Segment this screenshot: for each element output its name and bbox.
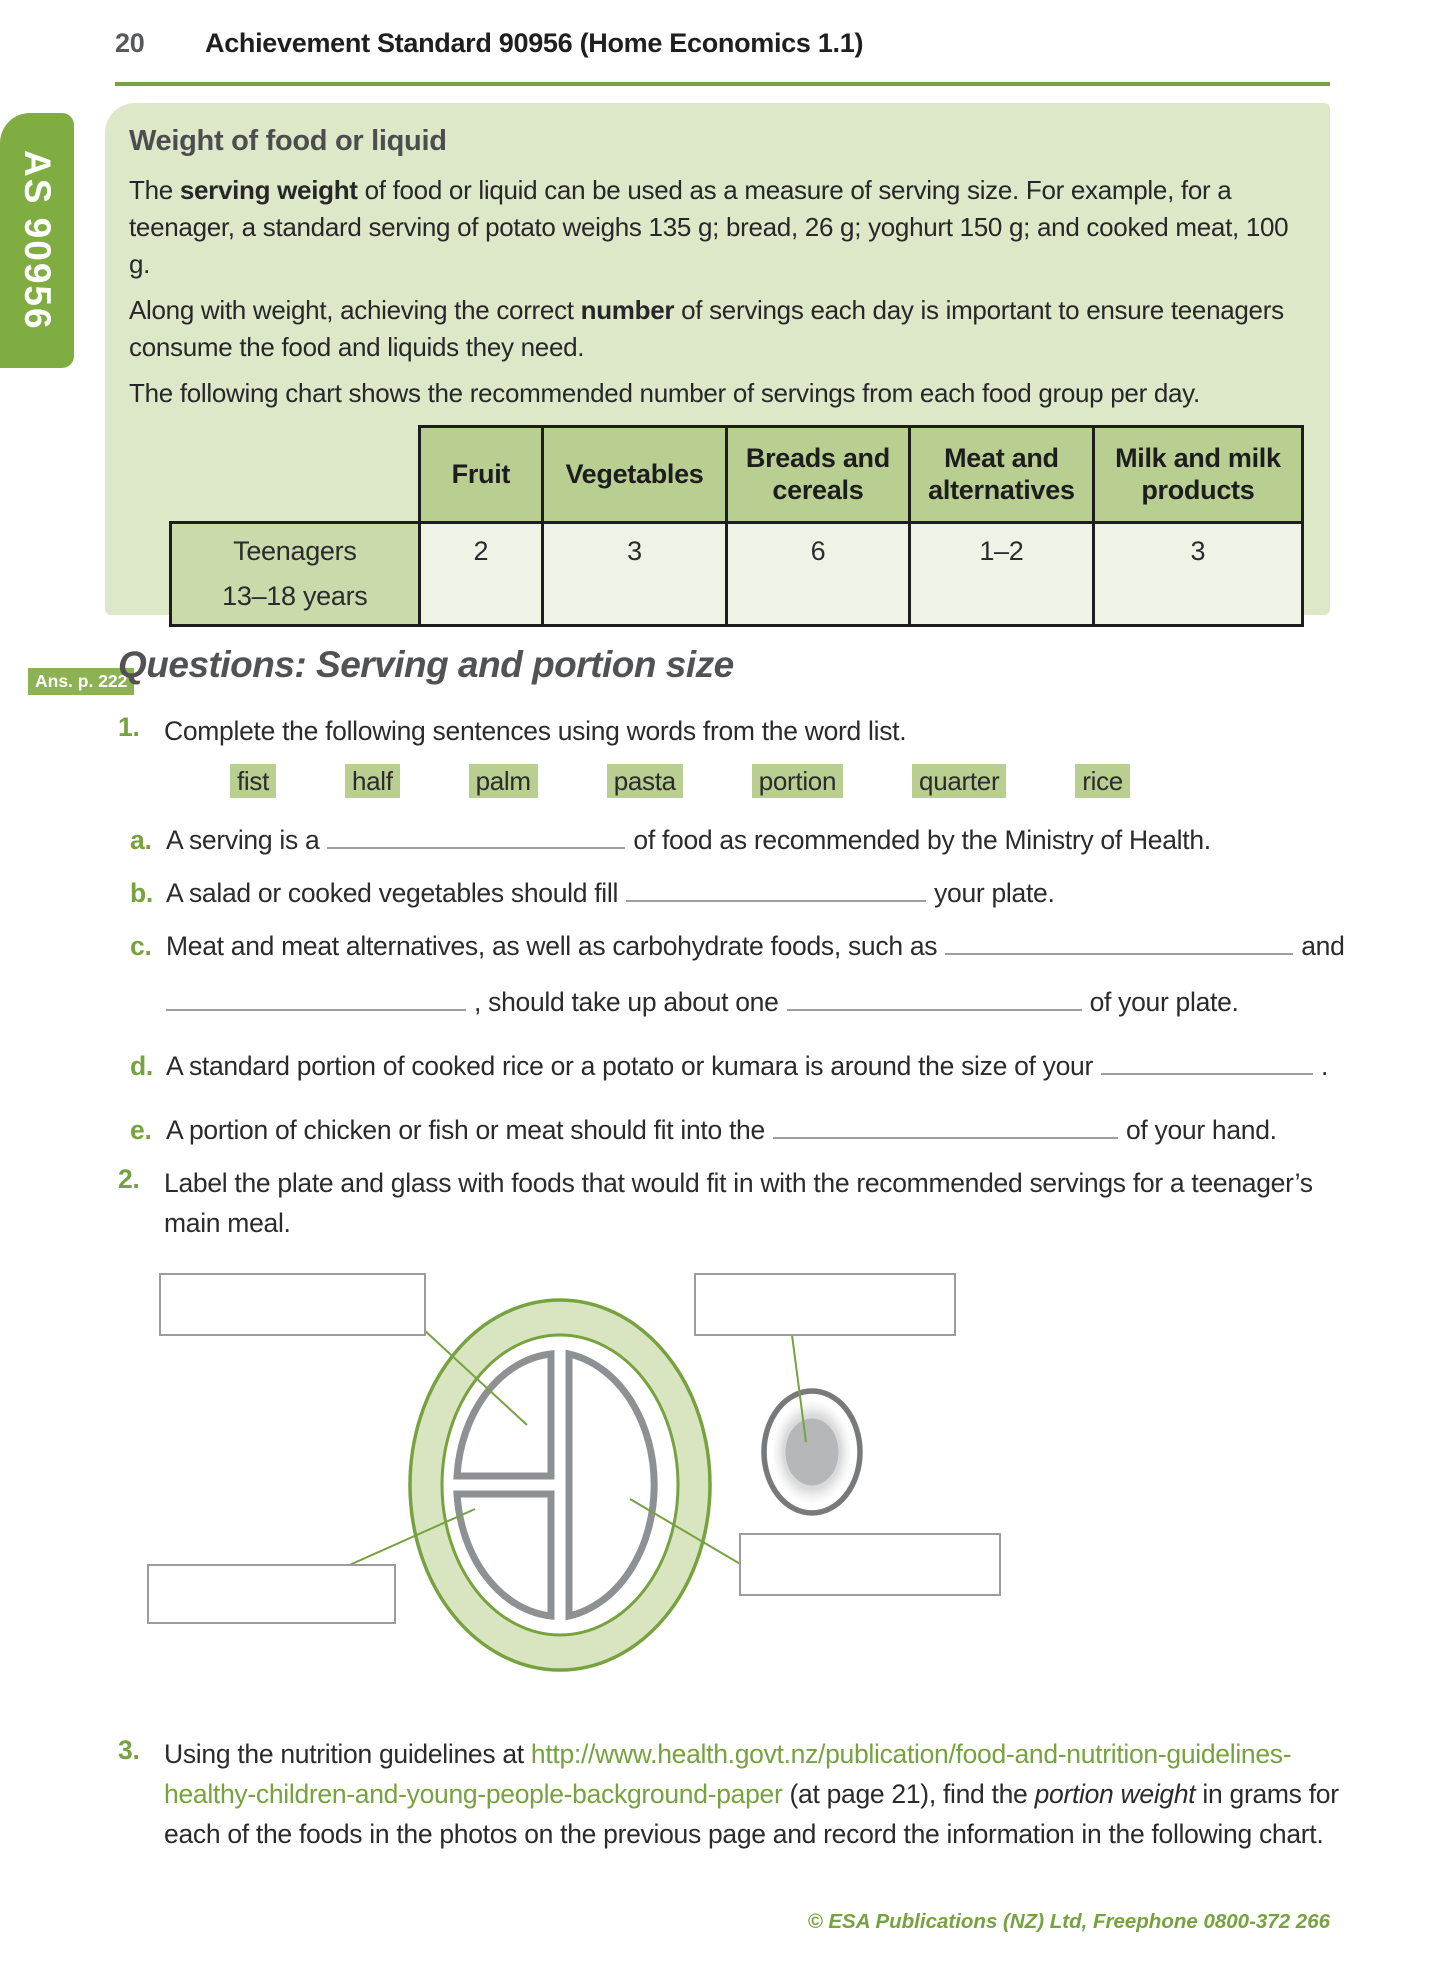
panel-paragraph-2: Along with weight, achieving the correct…: [129, 294, 1284, 362]
publisher-footer: © ESA Publications (NZ) Ltd, Freephone 0…: [807, 1910, 1330, 1933]
sentence-c-label: c.: [130, 930, 152, 961]
panel-paragraph-3: The following chart shows the recommende…: [129, 377, 1200, 408]
plate-section-top-left-quarter: [453, 1350, 555, 1480]
sentence-d: d. A standard portion of cooked rice or a…: [130, 1046, 1445, 1086]
value-fruit: 2: [417, 521, 545, 628]
sentence-d-label: d.: [130, 1050, 153, 1081]
plate-and-glass-diagram: [0, 1257, 1445, 1709]
value-milk: 3: [1091, 521, 1305, 628]
blank-c2[interactable]: [166, 984, 466, 1011]
question-1: 1. Complete the following sentences usin…: [118, 712, 1445, 752]
sentence-e: e. A portion of chicken or fish or meat s…: [130, 1110, 1445, 1150]
question-1-text: Complete the following sentences using w…: [164, 716, 907, 746]
col-header-milk: Milk and milk products: [1091, 425, 1305, 525]
questions-title: Questions: Serving and portion size: [118, 644, 734, 685]
answers-page-badge: Ans. p. 222: [28, 668, 135, 695]
standard-side-tab: AS 90956: [0, 113, 74, 368]
col-header-breads: Breads and cereals: [724, 425, 912, 525]
blank-e[interactable]: [772, 1112, 1118, 1139]
col-header-meat: Meat and alternatives: [908, 425, 1095, 525]
plate-section-right-half: [565, 1349, 658, 1621]
value-meat: 1–2: [908, 521, 1095, 628]
sentence-b: b. A salad or cooked vegetables should fi…: [130, 873, 1445, 913]
label-box-top-left[interactable]: [159, 1273, 426, 1337]
blank-a[interactable]: [327, 822, 626, 849]
question-2-number: 2.: [118, 1163, 140, 1194]
nutrition-guidelines-link[interactable]: http://www.health.govt.nz/publication/fo…: [164, 1739, 1292, 1809]
word-half: half: [344, 763, 400, 798]
plate-section-bottom-left-quarter: [453, 1490, 555, 1621]
sentence-c-line2: , should take up about one of your plate.: [166, 982, 1445, 1022]
info-panel: Weight of food or liquid The serving wei…: [105, 103, 1330, 628]
table-corner-empty: [171, 427, 420, 523]
label-box-right-half[interactable]: [739, 1533, 1001, 1597]
blank-d[interactable]: [1101, 1048, 1313, 1075]
word-palm: palm: [468, 763, 538, 798]
question-2: 2. Label the plate and glass with foods …: [118, 1164, 1445, 1244]
question-3-text: Using the nutrition guidelines at http:/…: [164, 1739, 1339, 1849]
col-header-vegetables: Vegetables: [541, 425, 728, 525]
sentence-a: a. A serving is a of food as recommended b…: [130, 820, 1445, 860]
servings-table: Fruit Vegetables Breads and cereals Meat…: [169, 425, 1305, 628]
question-3-number: 3.: [118, 1735, 140, 1766]
servings-header-row: Fruit Vegetables Breads and cereals Meat…: [171, 425, 1305, 525]
page-number: 20: [115, 28, 145, 58]
word-list: fist half palm pasta portion quarter ric…: [230, 763, 1130, 798]
sentence-b-label: b.: [130, 877, 153, 908]
word-rice: rice: [1075, 763, 1130, 798]
sentence-c-line1: c. Meat and meat alternatives, as well as…: [130, 926, 1445, 966]
glass-liquid: [782, 1415, 842, 1489]
leader-line-glass: [791, 1335, 807, 1443]
blank-c3[interactable]: [786, 984, 1082, 1011]
value-vegetables: 3: [541, 521, 728, 628]
word-fist: fist: [230, 763, 277, 798]
label-box-bottom-left[interactable]: [147, 1564, 396, 1625]
question-2-text: Label the plate and glass with foods tha…: [164, 1167, 1313, 1238]
header-rule: [115, 82, 1330, 86]
questions-section: Ans. p. 222 Questions: Serving and porti…: [0, 642, 1445, 1855]
sentence-a-label: a.: [130, 824, 152, 855]
word-portion: portion: [751, 763, 844, 798]
label-box-glass[interactable]: [694, 1273, 956, 1337]
questions-heading-row: Ans. p. 222 Questions: Serving and porti…: [0, 642, 1445, 704]
italic-portion-weight: portion weight: [1034, 1779, 1196, 1809]
leader-line-bottom-left: [344, 1508, 476, 1569]
value-breads: 6: [724, 521, 912, 628]
panel-title: Weight of food or liquid: [129, 125, 447, 157]
bold-number: number: [580, 294, 675, 325]
sentence-e-label: e.: [130, 1114, 152, 1145]
row-label-teenagers: Teenagers 13–18 years: [169, 521, 421, 628]
servings-data-row: Teenagers 13–18 years 2 3 6 1–2 3: [169, 521, 1305, 628]
blank-b[interactable]: [626, 875, 927, 902]
col-header-fruit: Fruit: [417, 425, 545, 525]
word-quarter: quarter: [912, 763, 1007, 798]
leader-line-top-left: [422, 1328, 528, 1426]
diagram-svg: [147, 1273, 1001, 1672]
bold-serving-weight: serving weight: [179, 175, 358, 205]
leader-line-bottom-right: [629, 1498, 743, 1567]
panel-paragraph-1: The serving weight of food or liquid can…: [129, 175, 1289, 279]
question-1-number: 1.: [118, 712, 140, 742]
page-title: Achievement Standard 90956 (Home Economi…: [205, 28, 864, 58]
blank-c1[interactable]: [945, 928, 1294, 955]
question-3: 3. Using the nutrition guidelines at htt…: [118, 1735, 1445, 1854]
word-pasta: pasta: [606, 763, 683, 798]
side-tab-label: AS 90956: [17, 150, 58, 331]
